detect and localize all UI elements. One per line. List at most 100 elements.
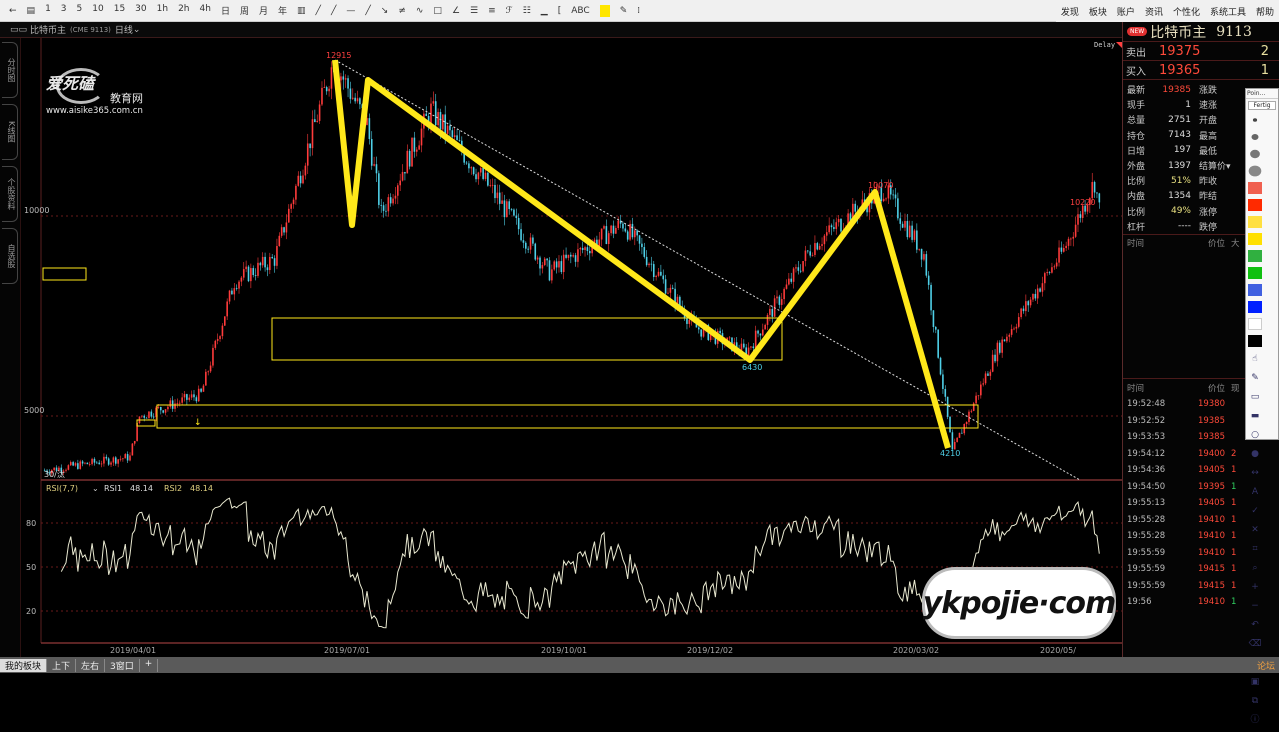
arrow-tool-icon[interactable]: ↘ xyxy=(380,5,389,16)
undo-icon[interactable]: ↶ xyxy=(1251,620,1259,630)
menu-item[interactable]: 个性化 xyxy=(1172,7,1200,18)
left-tab[interactable]: K线图 xyxy=(2,104,18,160)
period-button[interactable]: 15 xyxy=(113,4,126,14)
ray-tool-icon[interactable]: ╱ xyxy=(330,5,337,16)
eraser-icon[interactable]: ✎ xyxy=(619,5,628,16)
period-button[interactable]: 30 xyxy=(135,4,147,14)
menu-item[interactable]: 板块 xyxy=(1088,7,1107,18)
arrow-icon[interactable]: ↔ xyxy=(1251,468,1259,478)
copy-icon[interactable]: ⧉ xyxy=(1251,696,1259,706)
hand-icon[interactable]: ☝ xyxy=(1252,354,1258,364)
dot-medium-icon[interactable] xyxy=(1251,134,1259,140)
period-button[interactable]: 月 xyxy=(258,7,268,17)
blue-swatch[interactable] xyxy=(1248,301,1262,313)
add-tab-button[interactable]: + xyxy=(140,658,159,672)
channel-tool-icon[interactable]: ≡ xyxy=(488,5,496,16)
hline-tool-icon[interactable]: — xyxy=(346,5,356,16)
rect-icon[interactable]: ▭ xyxy=(1250,392,1260,402)
gann-tool-icon[interactable]: ℱ xyxy=(505,5,513,16)
support-box[interactable] xyxy=(156,404,979,429)
crop-icon[interactable]: ⌗ xyxy=(1252,544,1258,554)
period-button[interactable]: 1h xyxy=(156,4,169,14)
done-button[interactable]: Fertig xyxy=(1248,101,1276,110)
period-button[interactable]: 5 xyxy=(76,4,83,14)
settings-icon[interactable]: ⁞ xyxy=(637,5,641,16)
cycle-tool-icon[interactable]: ☷ xyxy=(522,5,531,16)
rsi-name[interactable]: RSI(7,7) xyxy=(46,484,78,493)
period-button[interactable]: 10 xyxy=(92,4,104,14)
green-swatch[interactable] xyxy=(1248,267,1262,279)
period-button[interactable]: 3 xyxy=(60,4,67,14)
drawings[interactable]: ↓ xyxy=(42,59,1081,481)
rsi-chevron-icon[interactable]: ⌄ xyxy=(92,484,99,493)
segment-tool-icon[interactable]: ╱ xyxy=(365,5,371,16)
menu-item[interactable]: 资讯 xyxy=(1144,7,1163,18)
bottom-tab[interactable]: 3窗口 xyxy=(105,658,140,672)
period-button[interactable]: 周 xyxy=(239,7,249,17)
left-tab[interactable]: 自选股 xyxy=(2,228,18,284)
minus-icon[interactable]: − xyxy=(1251,601,1259,611)
bracket-tool-icon[interactable]: [ xyxy=(557,5,562,16)
chart-area[interactable]: 10000 5000 80 50 20 ↓ 12915 10070 10220 … xyxy=(0,38,1122,657)
white-swatch[interactable] xyxy=(1248,318,1262,330)
small-box-2[interactable] xyxy=(136,419,156,427)
filled-rect-icon[interactable]: ▬ xyxy=(1250,411,1260,421)
yellow-light-swatch[interactable] xyxy=(1248,216,1262,228)
trend-line[interactable] xyxy=(334,59,1081,481)
period-select[interactable]: 日线 xyxy=(114,26,133,36)
menu-item[interactable]: 账户 xyxy=(1116,7,1135,18)
rect-tool-icon[interactable]: □ xyxy=(433,5,442,16)
info-icon[interactable]: ⓘ xyxy=(1250,715,1260,725)
line-tool-icon[interactable]: ╱ xyxy=(315,5,321,16)
check-icon[interactable]: ✓ xyxy=(1251,506,1259,516)
plus-icon[interactable]: + xyxy=(1251,582,1259,592)
zigzag-drawing[interactable] xyxy=(332,59,951,449)
left-tab[interactable]: 个股资料 xyxy=(2,166,18,222)
chevron-down-icon[interactable]: ⌄ xyxy=(132,24,141,35)
trade-list[interactable]: 19:52:48 19380 19:52:52 19385 19:53:53 19385 1… xyxy=(1123,396,1279,611)
period-button[interactable]: 1 xyxy=(45,4,51,14)
filled-ellipse-icon[interactable]: ● xyxy=(1251,449,1259,459)
candle xyxy=(269,256,271,271)
period-button[interactable]: 年 xyxy=(277,7,287,17)
close-icon[interactable]: ✕ xyxy=(1251,525,1259,535)
bottom-tab[interactable]: 上下 xyxy=(47,658,77,672)
ellipse-icon[interactable]: ○ xyxy=(1251,430,1259,440)
text-icon[interactable]: A xyxy=(1251,487,1259,497)
black-swatch[interactable] xyxy=(1248,335,1262,347)
dot-small-icon[interactable] xyxy=(1252,118,1258,122)
save-icon[interactable]: ▣ xyxy=(1250,677,1260,687)
left-tab[interactable]: 分时图 xyxy=(2,42,18,98)
parallel-tool-icon[interactable]: ≠ xyxy=(398,5,406,16)
red-light-swatch[interactable] xyxy=(1248,182,1262,194)
bottom-tab[interactable]: 我的板块 xyxy=(0,658,48,672)
small-box[interactable] xyxy=(42,267,87,281)
period-button[interactable]: 4h xyxy=(199,4,211,14)
trash-icon[interactable]: ⌫ xyxy=(1248,639,1262,649)
red-swatch[interactable] xyxy=(1248,199,1262,211)
blue-light-swatch[interactable] xyxy=(1248,284,1262,296)
bottom-tab[interactable]: 左右 xyxy=(76,658,106,672)
range-box[interactable] xyxy=(271,317,783,361)
fib-tool-icon[interactable]: ☰ xyxy=(470,5,479,16)
dot-xlarge-icon[interactable] xyxy=(1248,165,1262,177)
layout-icon[interactable]: ▥ xyxy=(297,5,306,16)
back-icon[interactable]: ← xyxy=(9,5,17,16)
menu-item[interactable]: 系统工具 xyxy=(1209,7,1246,18)
menu-item[interactable]: 发现 xyxy=(1060,7,1079,18)
color-swatch[interactable] xyxy=(599,4,610,17)
menu-item[interactable]: 帮助 xyxy=(1255,7,1274,18)
dot-large-icon[interactable] xyxy=(1250,149,1260,159)
list-icon[interactable]: ▤ xyxy=(26,5,36,16)
yellow-swatch[interactable] xyxy=(1248,233,1262,245)
forum-link[interactable]: 论坛 xyxy=(1256,661,1275,672)
period-button[interactable]: 2h xyxy=(178,4,190,14)
green-light-swatch[interactable] xyxy=(1248,250,1262,262)
bar-tool-icon[interactable]: ▁ xyxy=(540,5,548,16)
text-tool-button[interactable]: ABC xyxy=(571,5,590,16)
wave-tool-icon[interactable]: ∿ xyxy=(415,5,424,16)
angle-tool-icon[interactable]: ∠ xyxy=(451,5,461,16)
period-button[interactable]: 日 xyxy=(220,7,230,17)
zoom-icon[interactable]: ⌕ xyxy=(1252,563,1258,573)
pen-icon[interactable]: ✎ xyxy=(1251,373,1259,383)
